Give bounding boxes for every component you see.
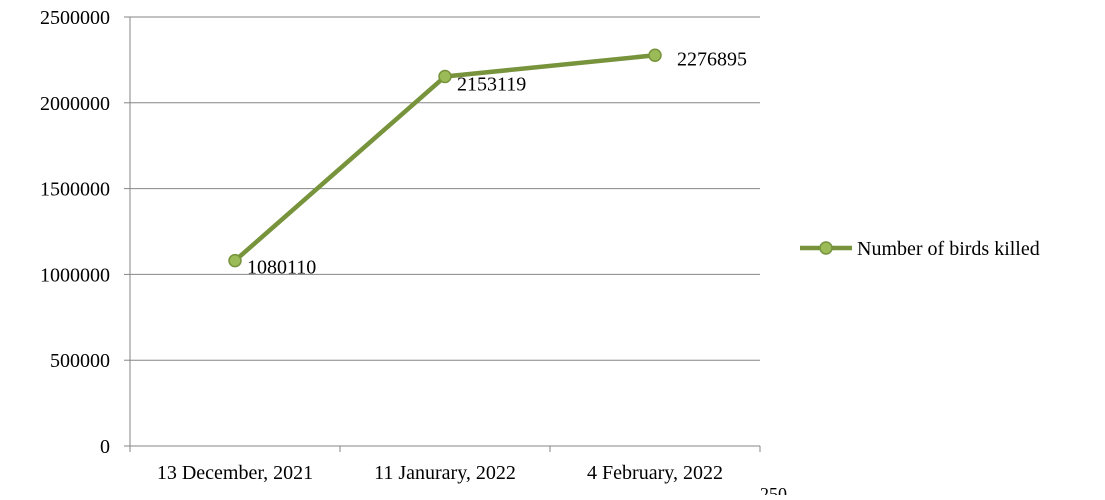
axes	[129, 17, 760, 447]
y-tick-label: 1000000	[40, 264, 110, 286]
series-line	[232, 53, 658, 263]
data-label: 2276895	[677, 48, 747, 70]
data-label: 1080110	[247, 257, 316, 279]
gridlines	[130, 16, 760, 361]
y-tick-label: 2500000	[40, 7, 110, 29]
y-tick-label: 2000000	[40, 93, 110, 115]
legend: Number of birds killed	[800, 238, 1040, 260]
y-tick-label: 0	[100, 436, 110, 458]
y-tick-label: 1500000	[40, 179, 110, 201]
page-number: 250	[760, 484, 787, 495]
series-markers	[228, 48, 662, 268]
data-point-marker	[228, 253, 242, 268]
x-axis-ticks: 13 December, 2021 11 Janurary, 2022 4 Febr…	[129, 446, 761, 484]
data-point-marker	[648, 48, 662, 63]
x-tick-label: 11 Janurary, 2022	[374, 462, 516, 484]
y-tick-label: 500000	[50, 350, 110, 372]
series-lines	[232, 53, 658, 263]
data-labels: 1080110 2153119 2276895	[247, 48, 747, 278]
legend-marker-swatch	[819, 241, 833, 255]
x-tick-label: 4 February, 2022	[587, 462, 723, 484]
legend-label: Number of birds killed	[857, 238, 1040, 260]
x-tick-label: 13 December, 2021	[157, 462, 313, 484]
y-axis-ticks: 0 500000 1000000 1500000 2000000 2500000	[40, 7, 130, 458]
data-point-marker	[438, 69, 452, 84]
data-label: 2153119	[457, 74, 526, 96]
